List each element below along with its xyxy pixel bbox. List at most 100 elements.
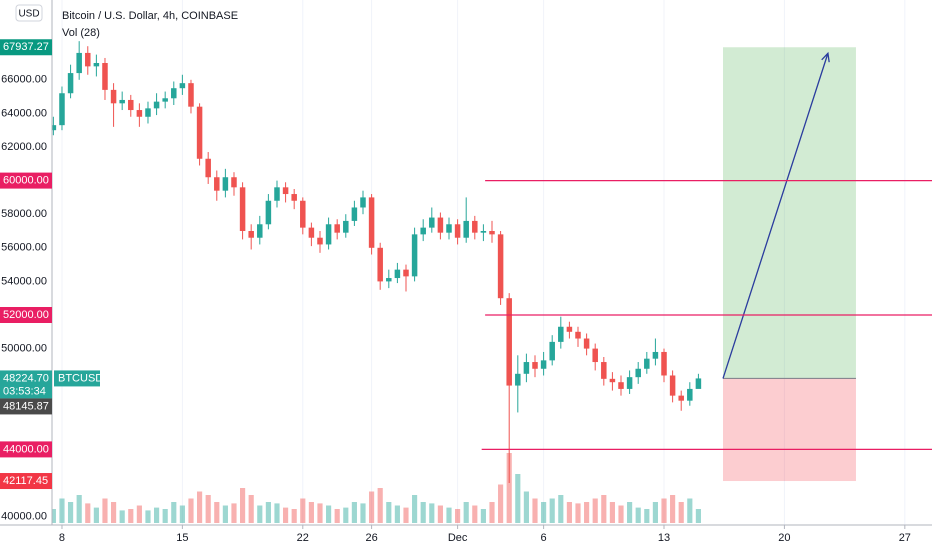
candle [644, 351, 650, 374]
candle [583, 333, 590, 356]
volume-bar [506, 453, 512, 523]
candle [678, 390, 684, 411]
volume-bar [661, 498, 667, 523]
candle [214, 170, 220, 201]
candle-body [592, 348, 598, 363]
x-tick-label: 15 [176, 532, 188, 544]
volume-bar [205, 495, 211, 523]
y-tick-label: 66000.00 [1, 74, 47, 86]
candle [437, 212, 444, 240]
candle [231, 172, 237, 196]
candle [196, 103, 203, 166]
y-tick-label: 64000.00 [1, 107, 47, 119]
candle-body [463, 220, 469, 238]
candle [110, 83, 117, 127]
candle [317, 231, 323, 253]
volume-bar [85, 503, 91, 523]
volume-bar [317, 503, 323, 523]
volume-bar [489, 502, 495, 523]
candle-body [661, 351, 667, 376]
volume-bar [240, 488, 246, 523]
volume-bar [291, 509, 297, 523]
candle-body [102, 63, 108, 90]
candles [50, 41, 702, 483]
volume-bar [308, 502, 314, 523]
candle [592, 343, 598, 371]
candle-body [454, 224, 461, 238]
volume-bar [162, 509, 168, 523]
volume-bar [532, 498, 538, 523]
candle-body [497, 234, 504, 299]
last-price: 48224.70 [3, 372, 49, 384]
candle [523, 353, 530, 383]
volume-bar [695, 509, 701, 523]
y-tick-label: 40000.00 [1, 511, 47, 523]
countdown: 03:53:34 [3, 385, 46, 397]
candle [282, 182, 289, 203]
candle-body [343, 220, 349, 233]
volume-bar [110, 502, 117, 523]
candle [575, 326, 581, 347]
candle [472, 215, 478, 240]
candle-body [420, 227, 426, 235]
volume-bar [59, 498, 65, 523]
candle [609, 372, 616, 391]
y-tick-label: 62000.00 [1, 141, 47, 153]
volume-bar [472, 505, 478, 523]
candle-body [532, 362, 538, 369]
volume-bar [678, 502, 684, 523]
candle-body [325, 224, 332, 245]
price-axis [0, 0, 52, 550]
volume-bar [179, 505, 185, 523]
candle [274, 180, 280, 208]
candle-body [59, 93, 65, 126]
axes: 40000.00 50000.00 54000.00 56000.00 58000.00… [0, 39, 911, 544]
candle-body [171, 88, 177, 99]
position-tool[interactable] [723, 47, 856, 482]
candle [145, 101, 151, 124]
candle-body [179, 83, 186, 89]
volume-bar [128, 509, 134, 523]
candle-body [222, 177, 229, 191]
level-label-bg [0, 172, 52, 189]
candle [377, 242, 383, 290]
candle [454, 219, 461, 245]
candle-body [652, 351, 659, 359]
stop-zone [723, 378, 856, 482]
volume-bar [687, 498, 693, 523]
candle-body [248, 231, 254, 238]
candle-body [411, 234, 418, 277]
volume-bar [429, 503, 435, 523]
candle [626, 370, 633, 394]
candle-body [360, 197, 366, 208]
candle [687, 382, 693, 406]
chart-title: Bitcoin / U.S. Dollar, 4h, COINBASE [62, 10, 238, 22]
candle-body [583, 338, 590, 349]
candle-body [678, 395, 684, 401]
candle-body [446, 224, 452, 233]
currency-badge[interactable] [15, 4, 43, 22]
target-label-bg [0, 39, 52, 56]
candle [661, 348, 667, 383]
candle [403, 264, 409, 292]
currency: USD [18, 9, 39, 20]
candle [394, 262, 401, 284]
prev-close-bg [0, 398, 52, 415]
candle-body [429, 217, 435, 228]
volume-bar [394, 505, 400, 523]
candle-body [626, 377, 633, 389]
candle [239, 182, 246, 240]
volume-bar [558, 495, 564, 523]
volume-bar [601, 495, 607, 523]
candle-body [403, 269, 409, 277]
volume-bar [480, 509, 486, 523]
candle [506, 293, 512, 483]
candle-body [205, 158, 211, 178]
candle-body [308, 227, 315, 238]
volume-bar [197, 491, 203, 523]
candle [93, 54, 100, 77]
level-label: 52000.00 [3, 309, 49, 321]
volume-bar [403, 507, 409, 523]
candle [652, 338, 659, 366]
x-tick-label: 8 [59, 532, 65, 544]
